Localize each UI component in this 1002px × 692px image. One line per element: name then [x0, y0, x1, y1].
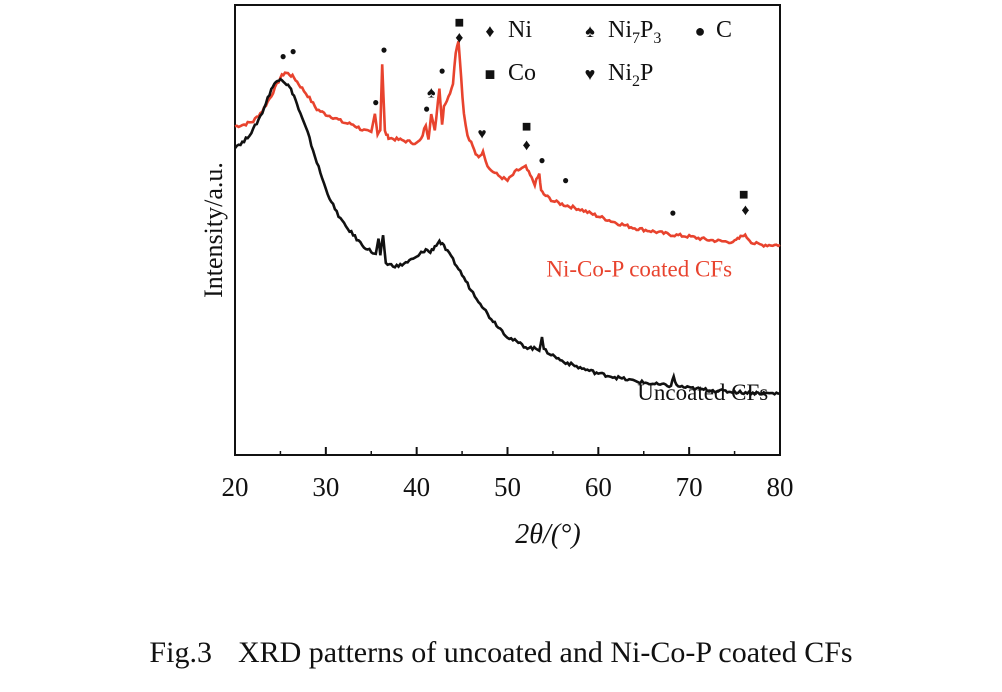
c-marker: ●: [438, 63, 445, 77]
series-annotations: Ni-Co-P coated CFs Uncoated CFs: [546, 256, 768, 404]
x-tick-label: 50: [494, 472, 521, 502]
y-axis-label: Intensity/a.u.: [199, 162, 228, 298]
legend-label-ni: Ni: [508, 17, 532, 43]
x-tick-label: 20: [222, 472, 249, 502]
c-marker: ●: [538, 153, 545, 167]
legend-label-ni2p: Ni2P: [608, 60, 653, 90]
legend: ♦ Ni ♠ Ni7P3 ● C ■ Co ♥ Ni2P: [485, 17, 732, 90]
legend-label-c: C: [716, 17, 732, 43]
series-line-uncoated: [233, 77, 780, 397]
x-tick-label: 80: [767, 472, 794, 502]
x-tick-label: 30: [312, 472, 339, 502]
legend-label-co: Co: [508, 60, 536, 86]
x-axis-tick-labels: 20 30 40 50 60 70 80: [222, 472, 794, 502]
legend-symbol-co: ■: [485, 64, 496, 84]
ni-marker: ♦: [741, 202, 749, 219]
series-group: [233, 41, 781, 397]
c-marker: ●: [290, 44, 297, 58]
legend-symbol-c: ●: [695, 21, 706, 41]
c-marker: ●: [562, 173, 569, 187]
c-marker: ●: [669, 205, 676, 219]
coated-series-label: Ni-Co-P coated CFs: [546, 256, 732, 281]
co-marker: ■: [522, 119, 532, 136]
x-tick-label: 70: [676, 472, 703, 502]
c-marker: ●: [372, 95, 379, 109]
c-marker: ●: [380, 42, 387, 56]
x-axis-label: 2θ/(°): [515, 519, 580, 550]
co-marker: ■: [455, 15, 465, 32]
caption-text: XRD patterns of uncoated and Ni-Co-P coa…: [237, 636, 853, 669]
peak-markers: ● ●●●♠●●■♦♥ ■♦●●●■♦: [280, 15, 750, 220]
uncoated-series-label: Uncoated CFs: [637, 380, 768, 405]
x-axis-ticks: [234, 447, 781, 455]
series-line-coated: [234, 41, 781, 249]
ni-marker: ♦: [522, 137, 530, 154]
c-marker: ●: [280, 49, 287, 63]
figure-caption: Fig.3 XRD patterns of uncoated and Ni-Co-…: [0, 636, 1002, 670]
x-tick-label: 40: [403, 472, 430, 502]
ni-marker: ♦: [455, 29, 463, 46]
ni2p-marker: ♥: [478, 126, 487, 142]
caption-number: Fig.3: [149, 636, 212, 669]
legend-symbol-ni2p: ♥: [585, 64, 596, 84]
co-marker: ■: [739, 186, 749, 203]
c-marker: ●: [423, 101, 430, 115]
x-tick-label: 60: [585, 472, 612, 502]
legend-symbol-ni7p3: ♠: [585, 21, 595, 41]
legend-symbol-ni: ♦: [485, 21, 494, 41]
legend-label-ni7p3: Ni7P3: [608, 17, 661, 47]
ni7p3-marker: ♠: [427, 84, 436, 101]
